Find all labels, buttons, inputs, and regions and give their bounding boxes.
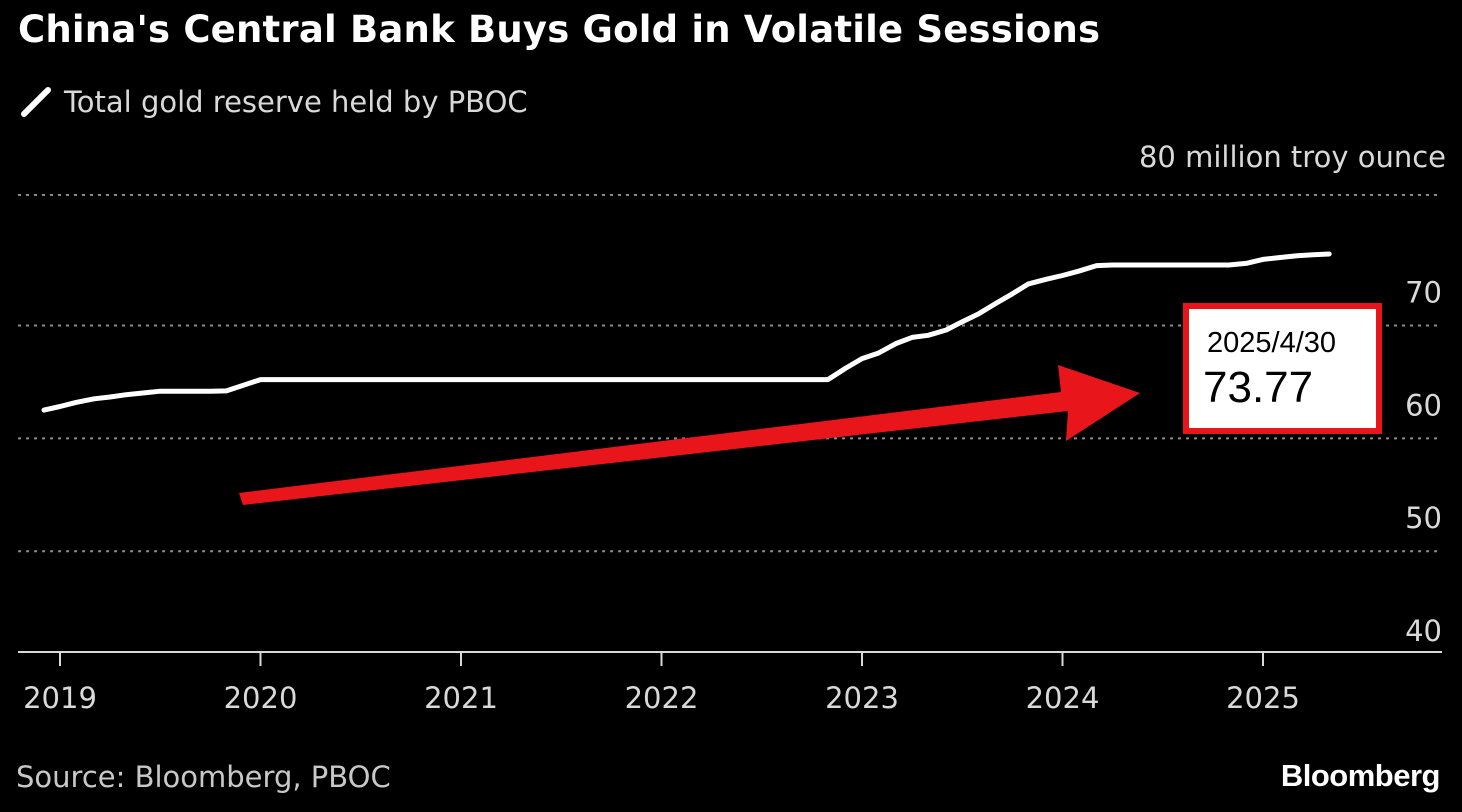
x-tick-label-2023: 2023: [825, 681, 899, 715]
chart-title: China's Central Bank Buys Gold in Volati…: [18, 8, 1101, 51]
legend: Total gold reserve held by PBOC: [18, 84, 528, 120]
source-note: Source: Bloomberg, PBOC: [16, 760, 391, 794]
value-callout: 2025/4/30 73.77: [1183, 303, 1382, 434]
legend-label: Total gold reserve held by PBOC: [64, 85, 528, 119]
bloomberg-logo: Bloomberg: [1280, 758, 1441, 793]
series-line-pboc-gold-reserve: [41, 251, 1332, 413]
red-arrow-annotation: [239, 365, 1140, 505]
y-axis-unit-label: 80 million troy ounce: [1138, 140, 1446, 174]
callout-date: 2025/4/30: [1207, 327, 1337, 359]
y-tick-label-40: 40: [1405, 614, 1442, 648]
x-tick-label-2019: 2019: [23, 681, 97, 715]
y-tick-label-60: 60: [1405, 388, 1442, 422]
x-tick-label-2025: 2025: [1226, 681, 1300, 715]
x-tick-label-2022: 2022: [625, 681, 699, 715]
x-tick-label-2020: 2020: [224, 681, 298, 715]
x-tick-label-2024: 2024: [1026, 681, 1100, 715]
x-tick-label-2021: 2021: [424, 681, 498, 715]
legend-line-icon: [21, 87, 51, 117]
y-tick-label-70: 70: [1405, 276, 1442, 310]
y-tick-label-50: 50: [1405, 501, 1442, 535]
callout-value: 73.77: [1203, 363, 1314, 412]
